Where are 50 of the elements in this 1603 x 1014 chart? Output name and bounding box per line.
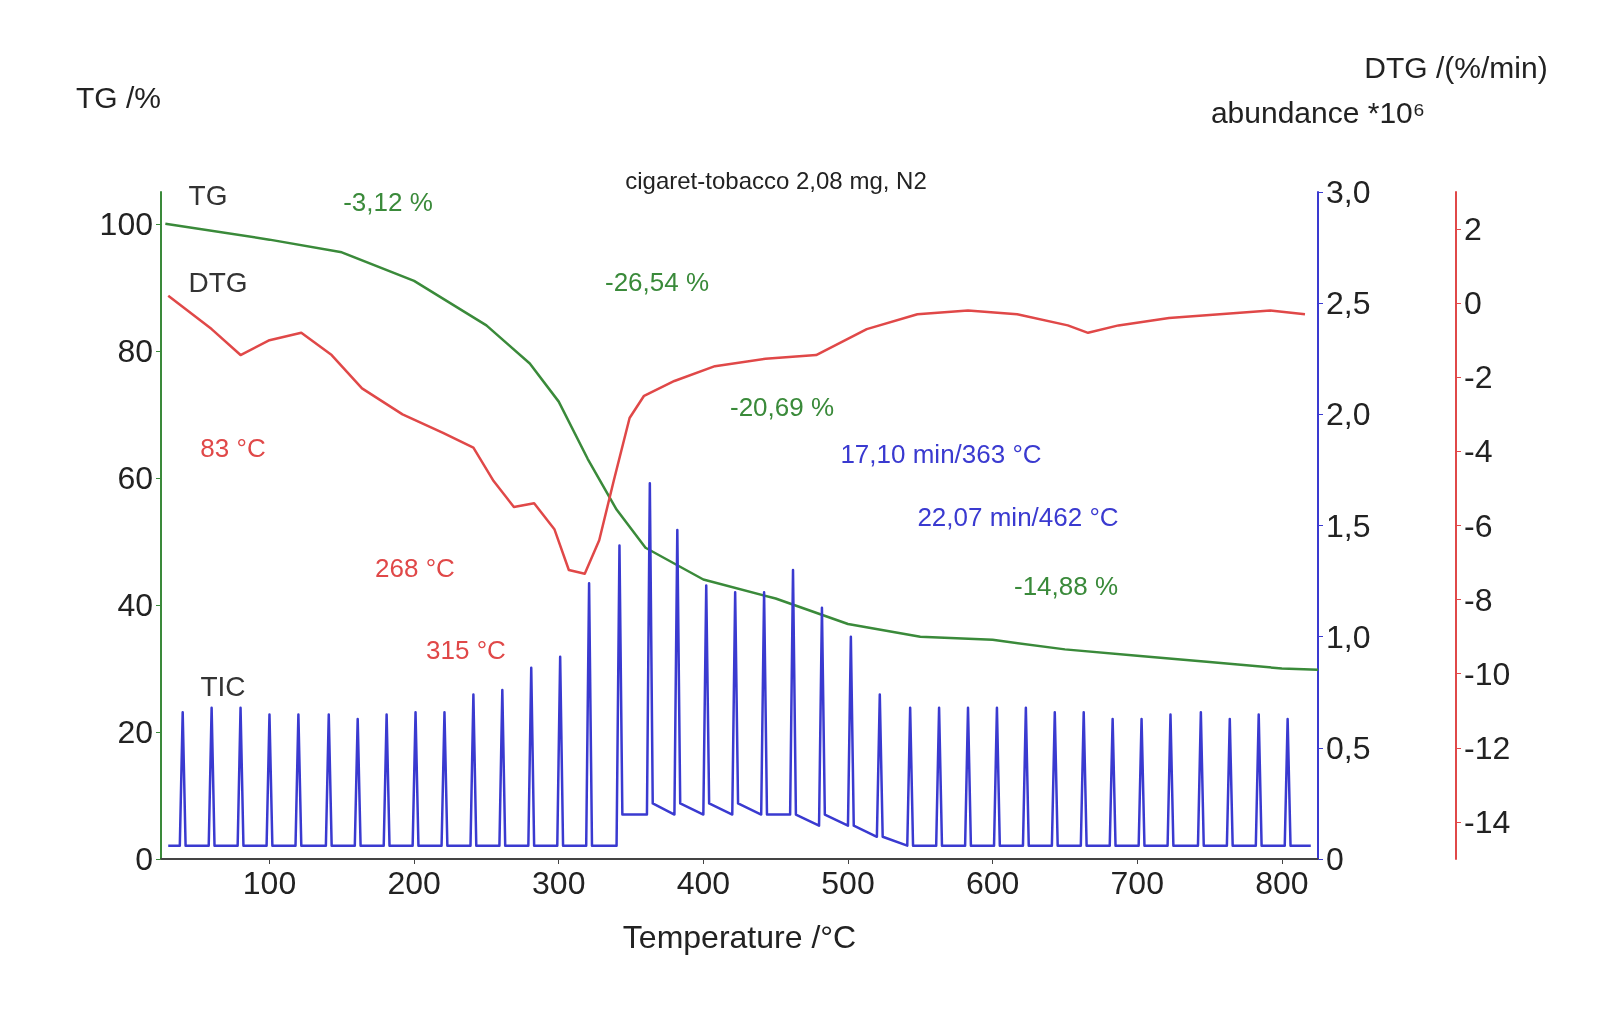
y3-tick-label: -4	[1464, 433, 1493, 470]
y-tick-label: 0	[135, 841, 153, 877]
y2-tick-label: 3,0	[1326, 174, 1371, 210]
y3-tick-label: -12	[1464, 729, 1511, 766]
annotation: 83 °C	[200, 433, 266, 463]
x-tick-label: 400	[676, 865, 731, 901]
x-tick-label: 300	[532, 865, 586, 901]
y-axis-title: TG /%	[75, 80, 161, 114]
x-tick-label: 700	[1110, 865, 1164, 901]
annotation: 17,10 min/363 °C	[840, 439, 1042, 469]
line-series	[166, 482, 1313, 847]
y3-tick-label: -6	[1464, 507, 1493, 544]
y2-tick-label: 1,0	[1326, 618, 1371, 655]
y2-axis-title: abundance *10⁶	[1210, 95, 1426, 129]
y-tick-label: 20	[117, 713, 153, 750]
y3-tick-label: -8	[1464, 581, 1493, 618]
x-tick-label: 200	[387, 865, 441, 901]
y3-tick-label: -2	[1464, 359, 1493, 396]
y2-tick-label: 2,0	[1326, 396, 1371, 433]
y2-tick-label: 2,5	[1326, 285, 1371, 322]
chart-title: cigaret-tobacco 2,08 mg, N2	[625, 166, 927, 194]
line-series	[164, 222, 1320, 671]
y2-tick-label: 0	[1326, 841, 1344, 877]
x-tick-label: 500	[821, 865, 875, 901]
annotation: 22,07 min/462 °C	[917, 502, 1119, 532]
y-tick-label: 60	[117, 459, 153, 496]
annotation: -14,88 %	[1013, 571, 1119, 601]
series-label: TG	[188, 179, 228, 211]
y2-tick-label: 0,5	[1326, 729, 1371, 766]
y-tick-label: 100	[99, 205, 153, 242]
y-tick-label: 80	[117, 332, 153, 369]
series-label: TIC	[200, 670, 246, 702]
annotation: 315 °C	[426, 635, 506, 665]
annotation: -20,69 %	[729, 392, 835, 422]
y3-tick-label: 2	[1464, 211, 1482, 248]
y2-tick-label: 1,5	[1326, 507, 1371, 544]
y3-tick-label: -10	[1464, 655, 1511, 692]
annotation: -26,54 %	[604, 267, 710, 297]
annotation: -3,12 %	[343, 187, 433, 217]
x-axis-title: Temperature /°C	[622, 919, 857, 955]
y3-tick-label: -14	[1464, 803, 1511, 840]
x-tick-label: 800	[1255, 865, 1309, 901]
series-label: DTG	[188, 266, 248, 298]
annotation: 268 °C	[375, 553, 455, 583]
y-tick-label: 40	[117, 586, 153, 623]
x-tick-label: 100	[242, 865, 297, 901]
x-tick-label: 600	[965, 865, 1020, 901]
line-series	[166, 294, 1307, 575]
y3-axis-title: DTG /(%/min)	[1364, 50, 1548, 84]
y3-tick-label: 0	[1464, 285, 1482, 322]
